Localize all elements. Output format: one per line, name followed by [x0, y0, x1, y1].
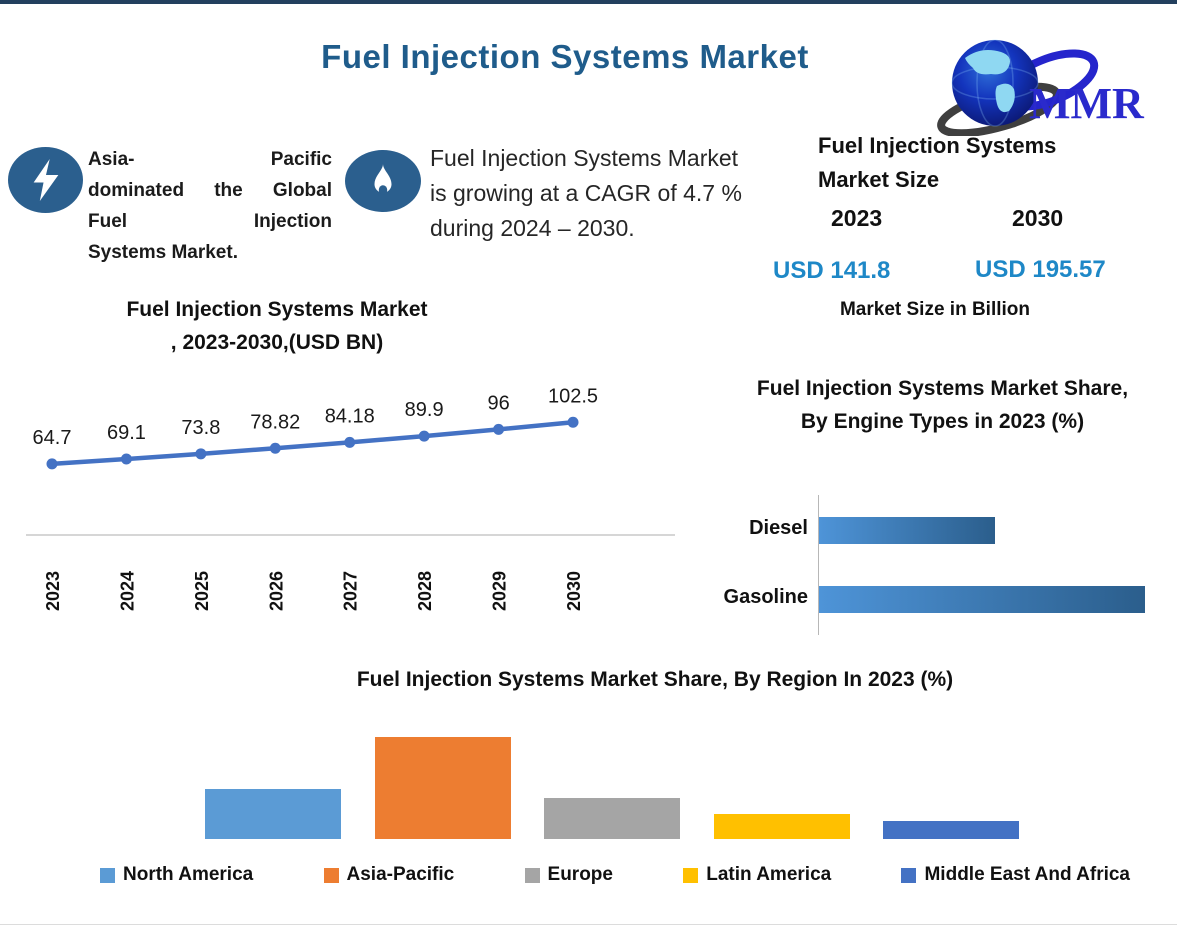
legend-label: North America — [123, 864, 254, 885]
market-size-year-2023: 2023 — [831, 205, 883, 231]
data-point-marker — [269, 442, 281, 454]
x-axis-tick-label: 2023 — [43, 571, 63, 611]
legend-item: Europe — [524, 864, 613, 886]
market-size-value-2023: USD 141.8 — [773, 257, 891, 284]
legend-label: Middle East And Africa — [924, 864, 1130, 885]
data-point-label: 73.8 — [181, 417, 220, 439]
region-chart-title: Fuel Injection Systems Market Share, By … — [356, 668, 954, 691]
data-point-label: 89.9 — [405, 399, 444, 421]
callout-line: dominated the Global — [88, 180, 332, 201]
callout-line: Fuel Injection — [88, 211, 332, 232]
x-axis-tick-label: 2030 — [564, 571, 584, 611]
data-point-label: 78.82 — [250, 411, 300, 433]
market-size-value-2030: USD 195.57 — [975, 256, 1106, 283]
data-point-label: 69.1 — [107, 422, 146, 444]
x-axis-tick-label: 2027 — [341, 571, 361, 611]
logo-text: MMR — [1029, 79, 1145, 128]
line-chart: 64.7 2023 69.1 2024 73.8 2025 78.82 2026 84.18 20… — [18, 358, 690, 630]
engine-chart-plot — [818, 495, 1151, 635]
engine-bar-diesel — [819, 517, 995, 544]
callout-line: Asia- Pacific — [88, 149, 332, 170]
engine-chart-category-labels: Diesel Gasoline — [690, 495, 808, 635]
page-title: Fuel Injection Systems Market — [321, 38, 809, 75]
legend-swatch-icon — [323, 867, 339, 883]
engine-category-label: Gasoline — [723, 586, 808, 608]
data-point-marker — [418, 430, 430, 442]
market-size-year-2030: 2030 — [1012, 205, 1064, 231]
data-point-label: 64.7 — [33, 427, 72, 449]
legend-swatch-icon — [524, 867, 540, 883]
engine-chart-title: Fuel Injection Systems Market Share, By … — [756, 377, 1129, 433]
market-size-heading: Fuel Injection Systems Market Size — [818, 133, 1057, 192]
flame-icon — [345, 150, 421, 212]
engine-category-label: Diesel — [749, 517, 808, 539]
region-chart-plot — [205, 737, 1035, 839]
data-point-marker — [493, 423, 505, 435]
line-series — [49, 420, 576, 467]
region-chart-legend: North America Asia-Pacific Europe Latin Ame… — [100, 864, 1130, 886]
data-point-label: 102.5 — [548, 385, 598, 407]
legend-item: Latin America — [683, 864, 831, 886]
lightning-bolt-icon — [8, 147, 83, 213]
data-point-label: 96 — [487, 392, 509, 414]
x-axis-tick-label: 2025 — [192, 571, 212, 611]
top-border — [0, 0, 1177, 4]
x-axis-tick-label: 2028 — [415, 571, 435, 611]
legend-swatch-icon — [901, 867, 917, 883]
market-size-caption: Market Size in Billion — [839, 299, 1031, 320]
callout-line: Systems Market. — [88, 242, 238, 263]
data-point-marker — [567, 416, 579, 428]
legend-swatch-icon — [683, 867, 699, 883]
legend-label: Europe — [547, 864, 613, 885]
engine-bar-gasoline — [819, 586, 1145, 613]
legend-label: Asia-Pacific — [346, 864, 455, 885]
data-point-marker — [46, 458, 58, 470]
callout-line: during 2024 – 2030. — [430, 215, 635, 241]
data-point-label: 84.18 — [325, 405, 375, 427]
region-bar-europe — [544, 798, 680, 839]
region-bar-north-america — [205, 789, 341, 839]
legend-label: Latin America — [706, 864, 832, 885]
legend-item: North America — [100, 864, 253, 886]
callout-line: is growing at a CAGR of 4.7 % — [430, 180, 742, 206]
legend-swatch-icon — [100, 867, 115, 883]
line-chart-title: Fuel Injection Systems Market , 2023-203… — [77, 293, 477, 359]
x-axis-tick-label: 2029 — [490, 571, 510, 611]
bottom-divider — [0, 924, 1177, 925]
legend-item: Asia-Pacific — [323, 864, 455, 886]
data-point-marker — [120, 453, 132, 465]
x-axis-tick-label: 2024 — [117, 571, 137, 611]
region-bar-latin-america — [714, 814, 850, 839]
globe-icon — [951, 39, 1039, 127]
callout-cagr-text: Fuel Injection Systems Market is growing … — [430, 141, 782, 246]
region-bar-middle-east-and-africa — [883, 821, 1019, 839]
line-chart-title-line1: Fuel Injection Systems Market — [126, 298, 428, 321]
legend-item: Middle East And Africa — [901, 864, 1130, 886]
callout-line: Fuel Injection Systems Market — [430, 145, 739, 171]
line-chart-title-line2: , 2023-2030,(USD BN) — [170, 331, 384, 354]
data-point-marker — [344, 436, 356, 448]
x-axis-tick-label: 2026 — [266, 571, 286, 611]
mmr-logo: MMR — [937, 28, 1149, 138]
region-bar-asia-pacific — [375, 737, 511, 839]
data-point-marker — [195, 448, 207, 460]
callout-asia-pacific-text: Asia- Pacific dominated the Global Fuel In… — [88, 144, 332, 268]
